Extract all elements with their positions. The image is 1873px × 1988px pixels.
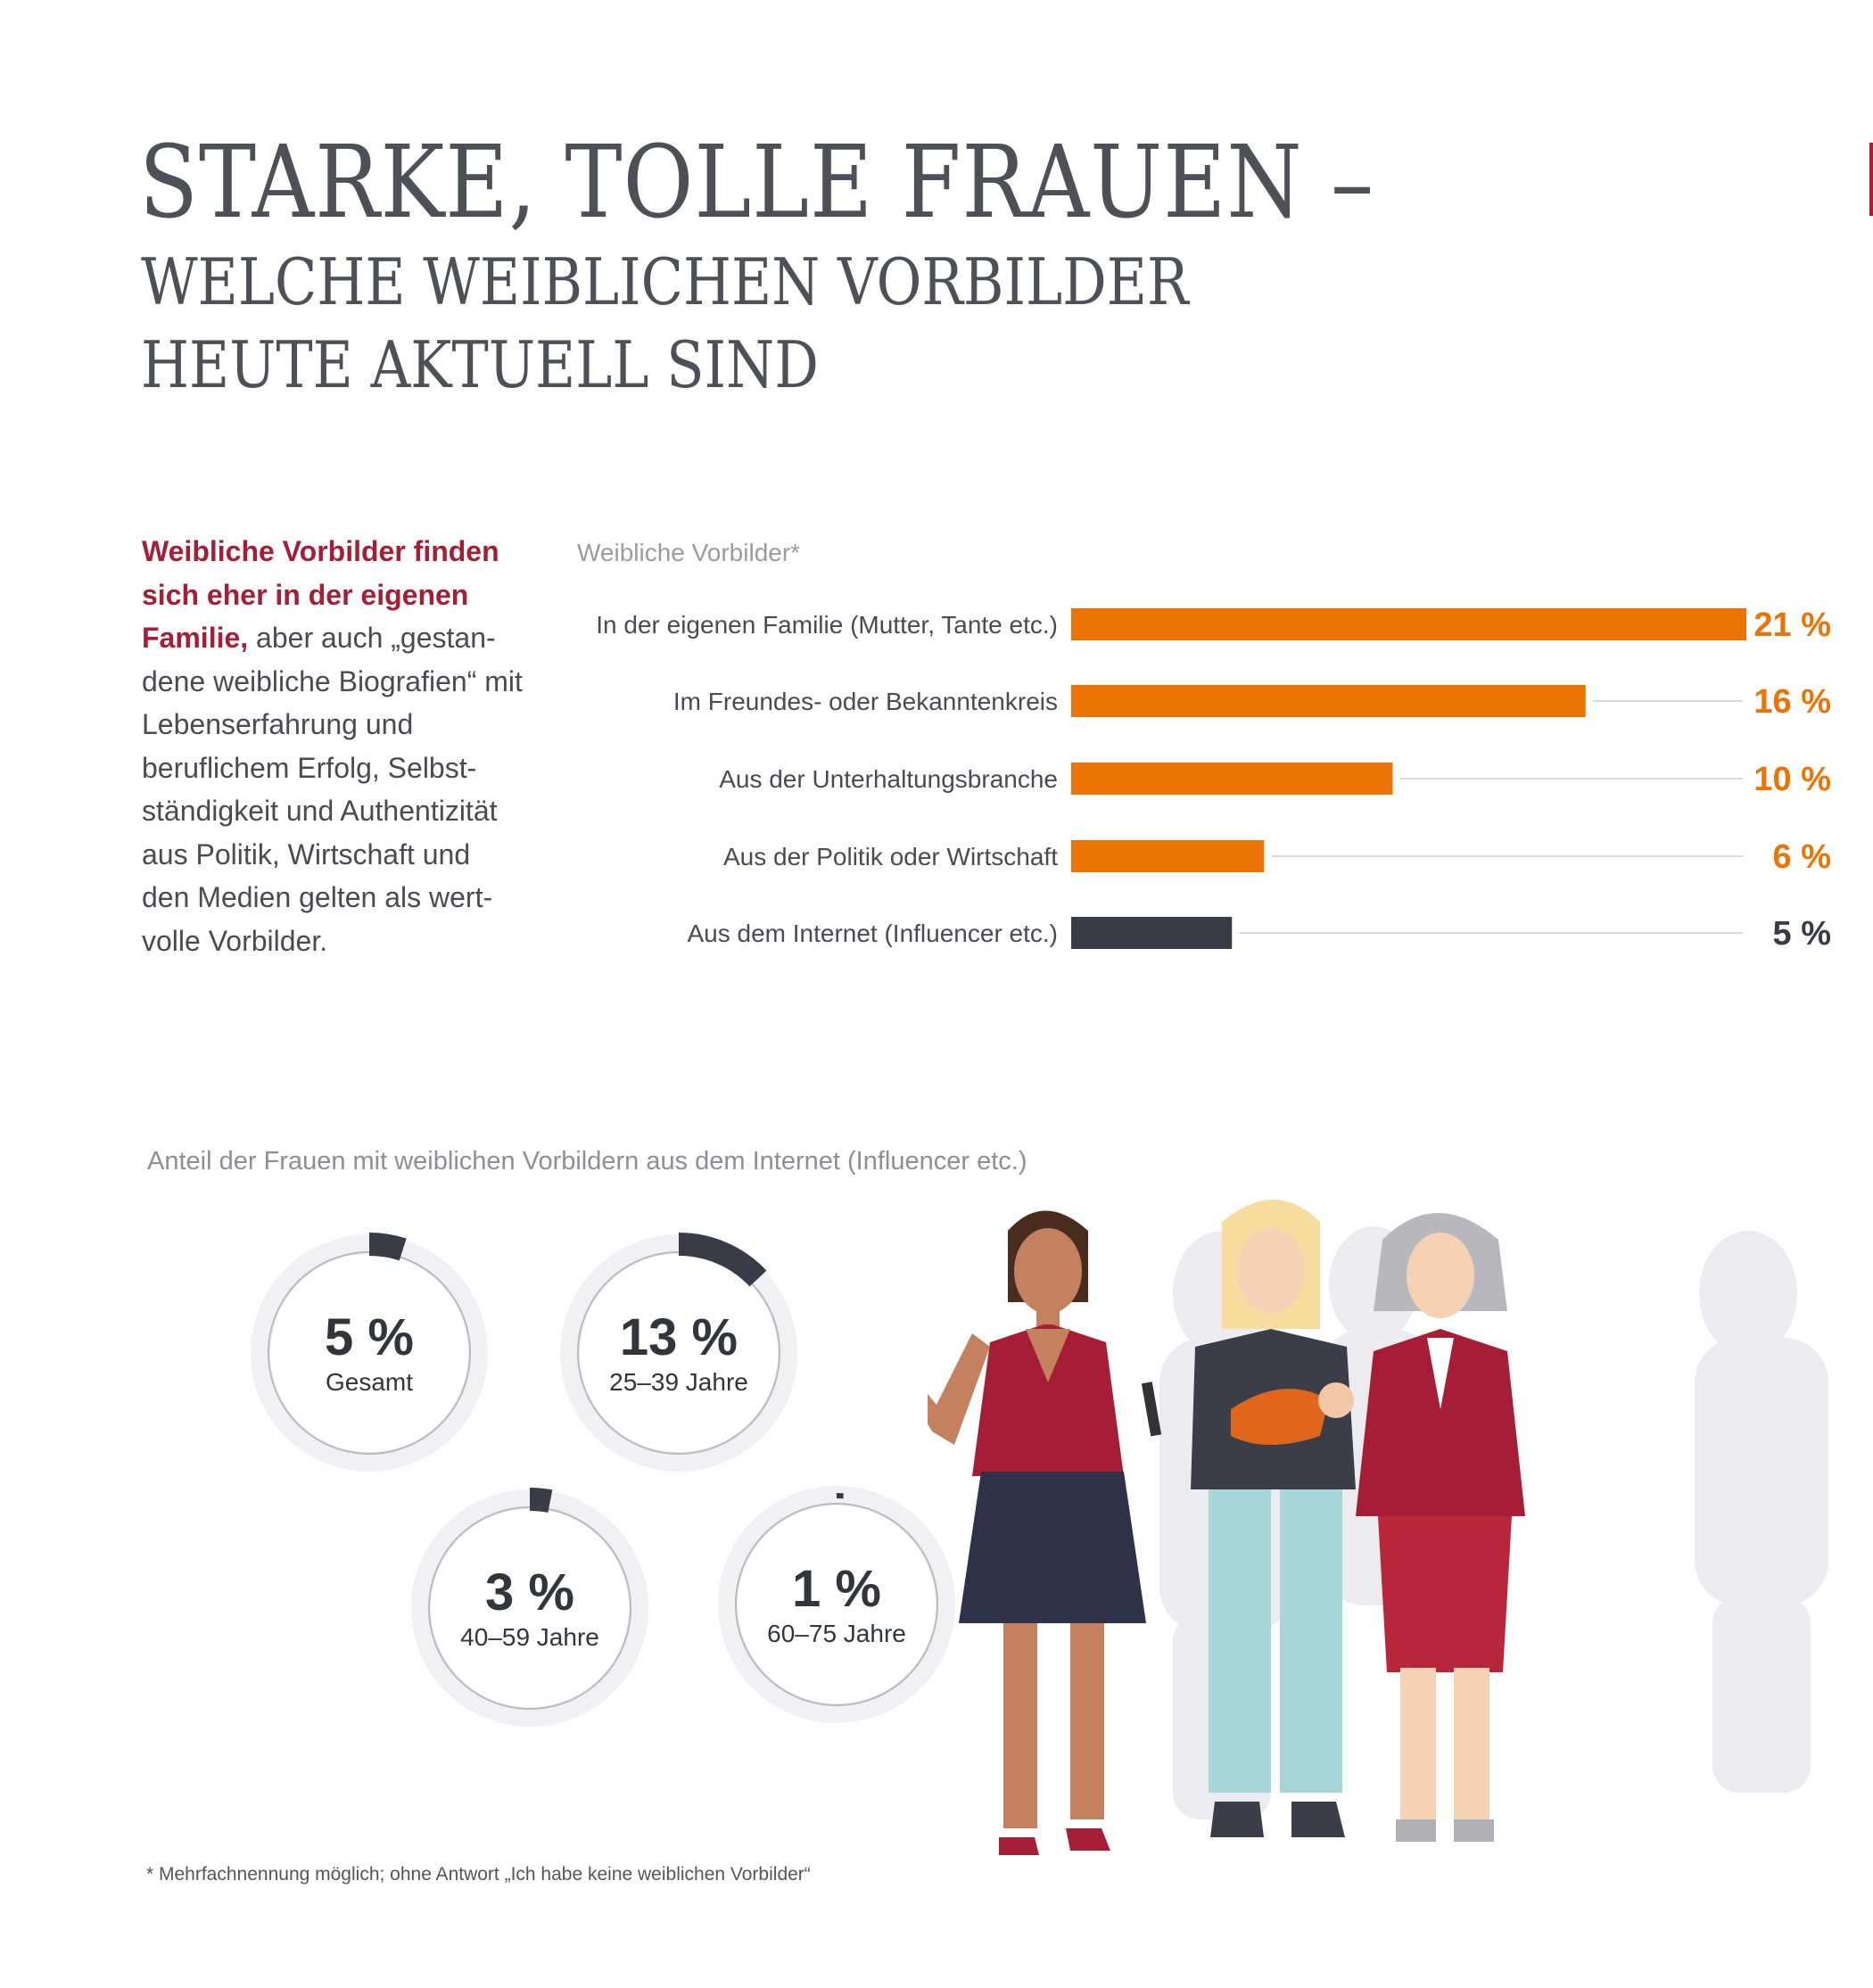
bar-value-label: 16 % — [1753, 683, 1831, 721]
bar-category-label: In der eigenen Familie (Mutter, Tante et… — [596, 611, 1058, 639]
donut-inner-line — [735, 1503, 938, 1706]
bar-category-label: Aus der Unterhaltungsbranche — [719, 765, 1058, 793]
page-subtitle-line2: HEUTE AKTUELL SIND — [141, 327, 819, 402]
donut-category-label: Gesamt — [326, 1368, 413, 1396]
bar — [1071, 917, 1233, 949]
bar-category-label: Im Freundes- oder Bekanntenkreis — [673, 688, 1058, 715]
bar-value-label: 5 % — [1773, 915, 1831, 953]
donut-value-label: 13 % — [620, 1308, 738, 1366]
donut-value-arc — [368, 1233, 407, 1261]
bar-category-label: Aus dem Internet (Influencer etc.) — [687, 920, 1058, 947]
footnote: * Mehrfachnennung möglich; ohne Antwort … — [146, 1864, 811, 1885]
donut-category-label: 60–75 Jahre — [767, 1620, 906, 1647]
bar — [1071, 840, 1265, 872]
donut-category-label: 40–59 Jahre — [460, 1623, 599, 1651]
bar — [1071, 685, 1586, 717]
donut-category-label: 25–39 Jahre — [609, 1368, 748, 1396]
intro-paragraph: Weibliche Vorbilder finden sich eher in … — [142, 530, 525, 962]
donut-charts: 5 %Gesamt 13 %25–39 Jahre 3 %40–59 Jahre 1 … — [251, 1233, 955, 1727]
woman-business — [1356, 1213, 1525, 1842]
intro-bold: Weibliche Vorbilder finden sich eher in … — [142, 535, 499, 654]
bar — [1071, 763, 1393, 795]
page-title: STARKE, TOLLE FRAUEN – — [139, 125, 1374, 241]
donut-value-label: 1 % — [792, 1560, 881, 1618]
donut-value-label: 5 % — [325, 1308, 414, 1366]
bar-value-label: 10 % — [1753, 761, 1831, 798]
woman-speaker — [928, 1210, 1162, 1855]
donut-section-title: Anteil der Frauen mit weiblichen Vorbild… — [147, 1147, 1027, 1175]
bar-chart: In der eigenen Familie (Mutter, Tante et… — [596, 606, 1831, 953]
women-illustration — [928, 1200, 1828, 1855]
bar-chart-title: Weibliche Vorbilder* — [577, 539, 801, 566]
bar-value-label: 6 % — [1773, 838, 1831, 876]
page-subtitle-line1: WELCHE WEIBLICHEN VORBILDER — [141, 244, 1189, 319]
donut-value-arc — [529, 1488, 553, 1513]
bar-category-label: Aus der Politik oder Wirtschaft — [723, 843, 1058, 870]
intro-text: aber auch „gestan-dene weibliche Biograf… — [142, 622, 523, 957]
donut-value-arc — [678, 1233, 767, 1287]
accent-bar — [1869, 143, 1873, 216]
donut-value-label: 3 % — [485, 1563, 574, 1621]
woman-mother — [1191, 1200, 1356, 1837]
bar-value-label: 21 % — [1753, 606, 1831, 644]
bar — [1071, 608, 1746, 640]
